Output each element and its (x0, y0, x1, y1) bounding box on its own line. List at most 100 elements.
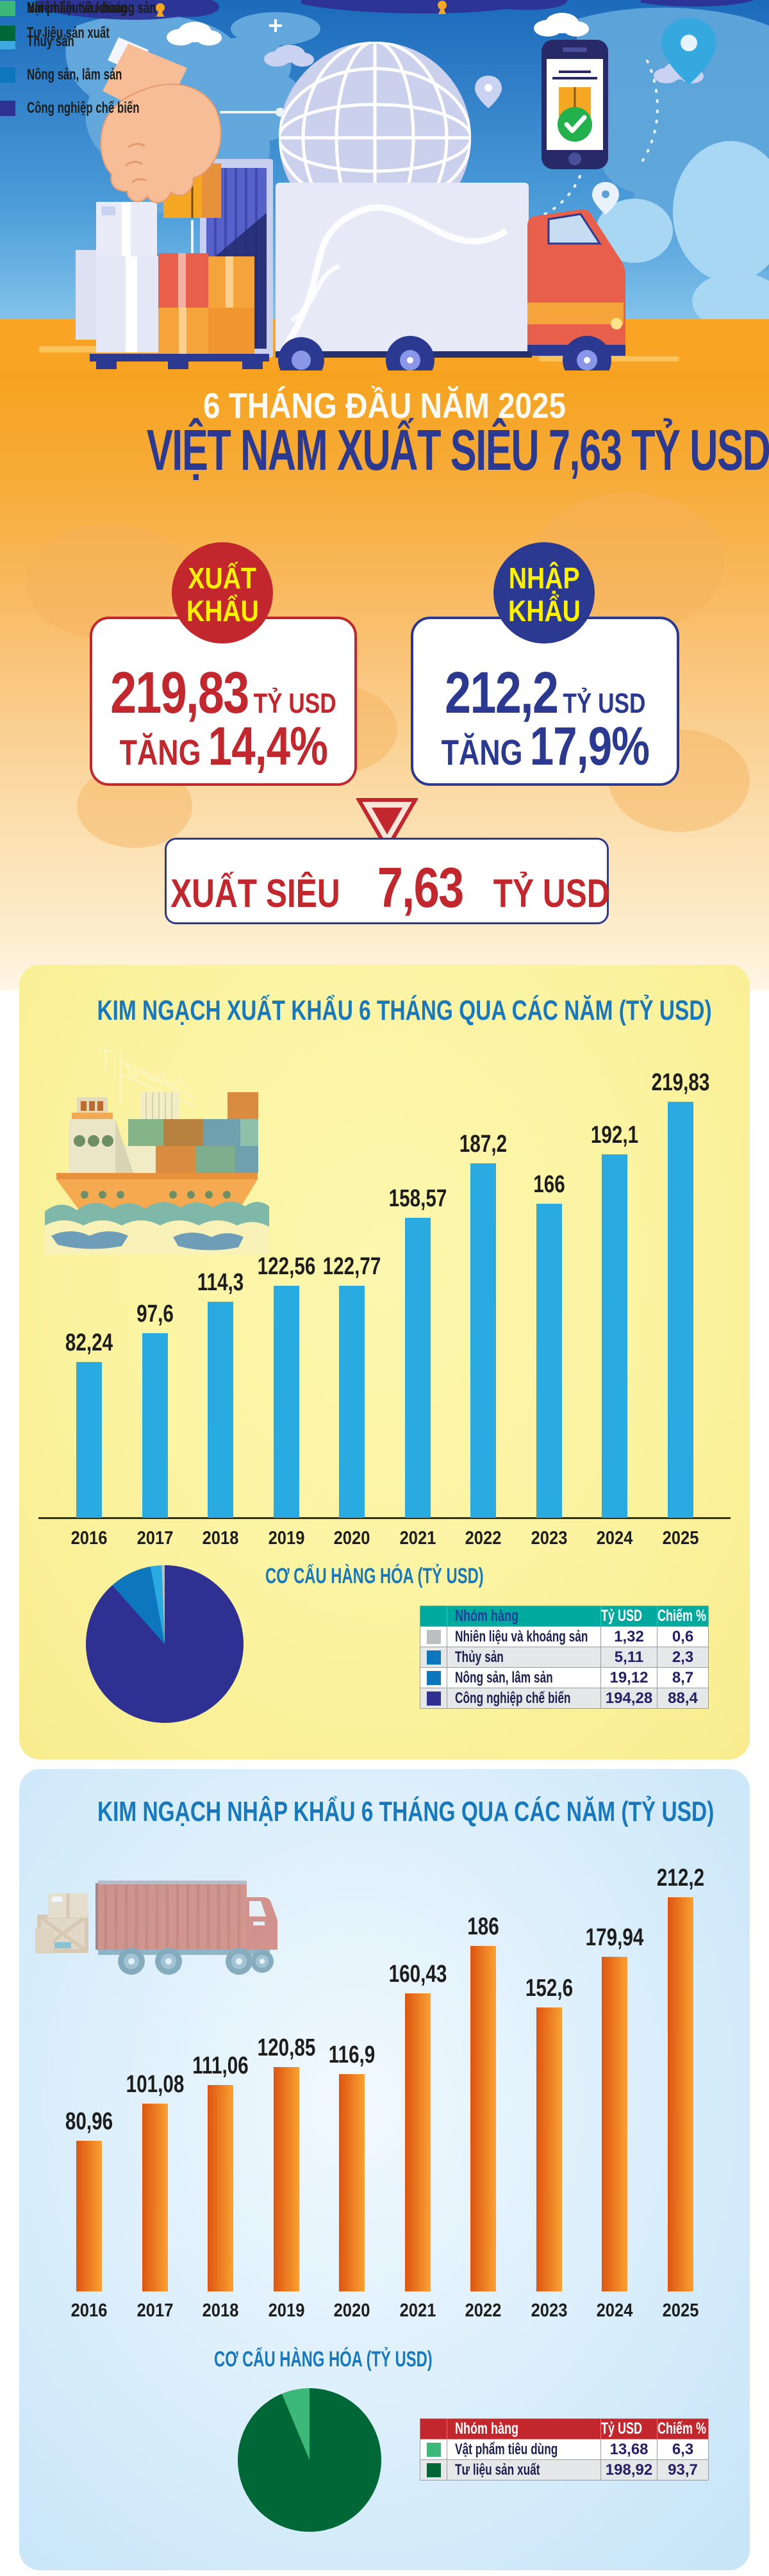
export-pie-title: CƠ CẤU HÀNG HÓA (TỶ USD) (265, 1564, 484, 1588)
import_bar-bar-2017: 101,08 (126, 2071, 184, 2291)
legend-item: Vật phẩm tiêu dùng (0, 0, 170, 17)
bar-value-label: 111,06 (192, 2052, 249, 2079)
year-label: 2024 (596, 2300, 633, 2321)
ship-cabin (69, 1097, 133, 1173)
bar-value-label: 179,94 (585, 1924, 644, 1951)
location-pin-teal (661, 18, 716, 85)
containers (119, 1092, 258, 1173)
year-label: 2017 (136, 2300, 174, 2321)
year-label: 2024 (596, 1528, 633, 1549)
import-growth: 17,9% (529, 716, 649, 776)
import-bar-chart: 80,96 101,08 111,06 120,85 116,9 160,43 186 152… (19, 1865, 750, 2291)
cargo-ship-icon (45, 1045, 269, 1255)
truck-wheels (118, 1948, 274, 1975)
export-bar-axis-labels: 2016 2017 2018 2019 2020 2021 2022 2023 2024 2025 (19, 1528, 750, 1556)
report-period-subtitle: 6 THÁNG ĐẦU NĂM 2025 (203, 385, 566, 426)
bar-value-label: 152,6 (525, 1975, 574, 2002)
bar-value-label: 116,9 (328, 2041, 376, 2068)
import_bar-bar-2024: 179,94 (586, 1924, 643, 2291)
table-row: Thủy sản 5,11 2,3 (420, 1647, 709, 1668)
legend-swatch (0, 67, 15, 83)
legend-label: Thủy sản (27, 33, 74, 50)
row-swatch (426, 2463, 441, 2477)
legend-label: Công nghiệp chế biến (27, 99, 140, 117)
bar-value-label: 97,6 (136, 1300, 174, 1327)
export_bar-bar-2020: 122,77 (323, 1253, 381, 1518)
table-header: Tỷ USD (600, 2418, 657, 2439)
export_bar-bar-2016: 82,24 (65, 1329, 113, 1518)
export_bar-bar-2018: 114,3 (197, 1269, 244, 1518)
import_bar-bar-2020: 116,9 (329, 2041, 375, 2291)
cargo-boxes (76, 202, 269, 369)
import_bar-bar-2023: 152,6 (525, 1975, 573, 2291)
year-label: 2016 (70, 2300, 108, 2321)
import-pie-legend: Vật phẩm tiêu dùng Tư liệu sản xuất (0, 0, 170, 50)
import-structure-table: Nhóm hàng Tỷ USD Chiếm % Vật phẩm tiêu dùng… (420, 2418, 709, 2480)
row-swatch (426, 2442, 441, 2457)
year-label: 2018 (202, 1528, 239, 1549)
legend-label: Nông sản, lâm sản (27, 66, 122, 83)
truck-wheels (278, 336, 611, 372)
export-growth: 14,4% (208, 716, 327, 776)
location-pin-white (592, 182, 619, 215)
container-truck-icon (35, 1881, 277, 1975)
table-row: Công nghiệp chế biến 194,28 88,4 (420, 1688, 709, 1709)
surplus-value: 7,63 (377, 856, 464, 919)
bar-value-label: 122,77 (322, 1253, 381, 1280)
export_bar-bar-2024: 192,1 (591, 1122, 638, 1518)
bar-value-label: 120,85 (257, 2034, 316, 2061)
year-label: 2025 (662, 1528, 699, 1549)
bar-value-label: 219,83 (651, 1069, 710, 1096)
hand-holding-box-icon (100, 37, 222, 218)
table-header-swatch (420, 2418, 447, 2439)
smartphone-delivery-check-icon (542, 40, 608, 169)
bar-value-label: 101,08 (126, 2071, 185, 2098)
down-arrow-icon (356, 798, 418, 851)
legend-item: Nông sản, lâm sản (0, 66, 211, 83)
year-label: 2023 (531, 2300, 568, 2321)
legend-label: Vật phẩm tiêu dùng (27, 0, 127, 17)
sparkle-icon (269, 19, 282, 32)
table-header: Chiếm % (657, 1606, 709, 1627)
x-axis (38, 1517, 731, 1519)
export_bar-bar-2025: 219,83 (652, 1069, 709, 1518)
import-pie-chart (238, 2388, 381, 2532)
year-label: 2021 (399, 2300, 436, 2321)
export-pie-chart (86, 1565, 244, 1723)
export_bar-bar-2019: 122,56 (258, 1253, 315, 1518)
import-bar-axis-labels: 2016 2017 2018 2019 2020 2021 2022 2023 2024 2025 (19, 2300, 750, 2329)
table-header: Tỷ USD (600, 1606, 657, 1627)
bar-value-label: 160,43 (388, 1961, 447, 1988)
import_bar-bar-2022: 186 (467, 1913, 499, 2291)
table-header-swatch (420, 1606, 447, 1627)
year-label: 2018 (202, 2300, 239, 2321)
legend-swatch (0, 26, 15, 41)
row-swatch (426, 1629, 441, 1644)
bar-value-label: 122,56 (257, 1253, 316, 1280)
legend-item: Công nghiệp chế biến (0, 99, 211, 117)
bar-value-label: 114,3 (197, 1269, 244, 1296)
row-swatch (426, 1670, 441, 1685)
export-value: 219,83 (110, 660, 249, 726)
year-label: 2019 (268, 2300, 305, 2321)
import-pie-title: CƠ CẤU HÀNG HÓA (TỶ USD) (214, 2347, 433, 2372)
bar-value-label: 186 (467, 1913, 499, 1940)
waves (45, 1201, 269, 1255)
import_bar-bar-2025: 212,2 (657, 1865, 704, 2291)
row-swatch (426, 1691, 441, 1706)
year-label: 2025 (662, 2300, 699, 2321)
year-label: 2019 (268, 1528, 305, 1549)
trade-surplus-box: XUẤT SIÊU 7,63 TỶ USD (165, 838, 609, 924)
dark-continents (38, 0, 754, 20)
export-badge-circle: XUẤT KHẨU (172, 542, 273, 644)
import_bar-bar-2019: 120,85 (258, 2034, 315, 2291)
year-label: 2023 (531, 1528, 568, 1549)
export-pie-legend: Nhiên liệu và khoáng sản Thủy sản Nông sản… (0, 0, 211, 133)
page-title: VIỆT NAM XUẤT SIÊU 7,63 TỶ USD (146, 419, 769, 483)
bar-value-label: 192,1 (590, 1122, 639, 1149)
table-header: Nhóm hàng (447, 2418, 601, 2439)
bar-value-label: 80,96 (65, 2108, 113, 2135)
location-pin-lavender (475, 76, 502, 108)
import_bar-bar-2021: 160,43 (389, 1961, 447, 2291)
import_bar-bar-2018: 111,06 (192, 2052, 249, 2291)
